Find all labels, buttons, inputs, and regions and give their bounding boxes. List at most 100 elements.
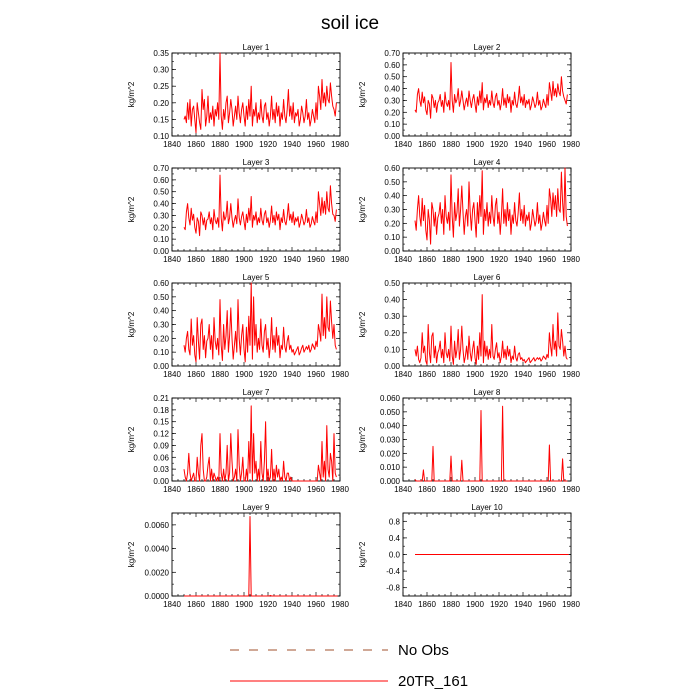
legend: No Obs 20TR_161 [230, 642, 468, 690]
y-axis-label: kg/m^2 [358, 311, 367, 337]
x-tick-label: 1900 [466, 370, 484, 379]
panel-title: Layer 7 [243, 388, 270, 397]
x-tick-label: 1840 [394, 370, 412, 379]
x-tick-label: 1980 [331, 140, 349, 149]
panel-title: Layer 4 [474, 158, 501, 167]
x-tick-label: 1920 [259, 600, 277, 609]
series-line-20tr-161 [183, 174, 337, 237]
x-tick-label: 1900 [235, 255, 253, 264]
x-tick-label: 1840 [394, 485, 412, 494]
x-tick-label: 1980 [562, 370, 580, 379]
y-tick-label: 0.0020 [145, 568, 170, 577]
y-tick-label: 0.15 [153, 115, 169, 124]
y-tick-label: 0.60 [384, 61, 400, 70]
x-tick-label: 1880 [442, 485, 460, 494]
y-axis-label: kg/m^2 [358, 426, 367, 452]
x-tick-label: 1940 [514, 370, 532, 379]
y-axis-label: kg/m^2 [127, 196, 136, 222]
panel-title: Layer 5 [243, 273, 270, 282]
x-tick-label: 1900 [235, 485, 253, 494]
x-tick-label: 1860 [418, 370, 436, 379]
y-tick-label: 0.50 [153, 293, 169, 302]
y-tick-label: 0.20 [153, 99, 169, 108]
series-line-20tr-161 [414, 405, 568, 482]
x-tick-label: 1960 [307, 600, 325, 609]
y-tick-label: 0.0 [389, 551, 401, 560]
y-tick-label: 0.00 [153, 247, 169, 256]
y-tick-label: 0.10 [153, 235, 169, 244]
x-tick-label: 1960 [538, 255, 556, 264]
y-tick-label: 0.10 [384, 233, 400, 242]
y-tick-label: 0.20 [384, 108, 400, 117]
y-tick-label: 0.15 [153, 418, 169, 427]
x-tick-label: 1960 [538, 600, 556, 609]
panels-grid: Layer 1 kg/m^2 1840 1860 1880 1900 1920 1940 196… [127, 43, 580, 609]
x-tick-label: 1840 [163, 600, 181, 609]
y-tick-label: 0.00 [153, 477, 169, 486]
plot-frame [171, 167, 341, 252]
x-tick-label: 1900 [235, 370, 253, 379]
x-tick-label: 1940 [283, 140, 301, 149]
x-tick-label: 1900 [466, 255, 484, 264]
panel-layer-9: Layer 9 kg/m^2 1840 1860 1880 1900 1920 1940 196… [127, 503, 349, 609]
y-tick-label: 0.21 [153, 394, 169, 403]
panel-title: Layer 3 [243, 158, 270, 167]
x-tick-label: 1900 [466, 600, 484, 609]
x-tick-label: 1940 [514, 600, 532, 609]
y-tick-label: 0.00 [384, 362, 400, 371]
legend-label-20tr-161: 20TR_161 [398, 673, 468, 690]
y-tick-label: 0.09 [153, 441, 169, 450]
x-tick-label: 1860 [418, 255, 436, 264]
x-tick-label: 1840 [163, 140, 181, 149]
x-tick-label: 1920 [490, 255, 508, 264]
y-tick-label: 0.30 [153, 211, 169, 220]
x-tick-label: 1900 [235, 600, 253, 609]
x-tick-label: 1960 [307, 370, 325, 379]
y-tick-label: 0.0000 [145, 592, 170, 601]
y-tick-label: 0.10 [384, 120, 400, 129]
y-axis-label: kg/m^2 [127, 541, 136, 567]
y-tick-label: 0.20 [153, 223, 169, 232]
panel-layer-10: Layer 10 kg/m^2 1840 1860 1880 1900 1920 1940 19… [358, 503, 580, 609]
x-tick-label: 1940 [514, 140, 532, 149]
y-tick-label: -0.8 [386, 584, 400, 593]
y-tick-label: 0.010 [380, 463, 401, 472]
y-axis-label: kg/m^2 [358, 196, 367, 222]
y-tick-label: 0.70 [153, 164, 169, 173]
y-tick-label: 0.050 [380, 408, 401, 417]
panel-layer-2: Layer 2 kg/m^2 1840 1860 1880 1900 1920 1940 196… [358, 43, 580, 149]
x-tick-label: 1980 [331, 255, 349, 264]
y-tick-label: -0.4 [386, 567, 400, 576]
panel-title: Layer 8 [474, 388, 501, 397]
x-tick-label: 1860 [418, 485, 436, 494]
x-tick-label: 1920 [259, 255, 277, 264]
y-axis-label: kg/m^2 [358, 81, 367, 107]
panel-layer-1: Layer 1 kg/m^2 1840 1860 1880 1900 1920 1940 196… [127, 43, 349, 149]
y-tick-label: 0.12 [153, 430, 169, 439]
y-tick-label: 0.020 [380, 449, 401, 458]
y-tick-label: 0.20 [384, 219, 400, 228]
x-tick-label: 1840 [394, 600, 412, 609]
x-tick-label: 1880 [442, 255, 460, 264]
x-tick-label: 1860 [187, 600, 205, 609]
x-tick-label: 1880 [211, 600, 229, 609]
plot-frame [402, 397, 572, 482]
y-tick-label: 0.20 [153, 334, 169, 343]
x-tick-label: 1960 [538, 140, 556, 149]
panel-layer-8: Layer 8 kg/m^2 1840 1860 1880 1900 1920 1940 196… [358, 388, 580, 494]
panel-title: Layer 10 [471, 503, 503, 512]
y-tick-label: 0.030 [380, 436, 401, 445]
panel-layer-4: Layer 4 kg/m^2 1840 1860 1880 1900 1920 1940 196… [358, 158, 580, 264]
figure-title: soil ice [321, 13, 379, 34]
x-tick-label: 1860 [187, 255, 205, 264]
y-tick-label: 0.0060 [145, 521, 170, 530]
y-tick-label: 0.25 [153, 82, 169, 91]
series-line-20tr-161 [184, 516, 338, 597]
y-tick-label: 0.50 [153, 188, 169, 197]
x-tick-label: 1980 [562, 485, 580, 494]
x-tick-label: 1940 [283, 255, 301, 264]
y-tick-label: 0.30 [384, 96, 400, 105]
x-tick-label: 1920 [259, 140, 277, 149]
y-tick-label: 0.8 [389, 517, 401, 526]
x-tick-label: 1840 [163, 485, 181, 494]
